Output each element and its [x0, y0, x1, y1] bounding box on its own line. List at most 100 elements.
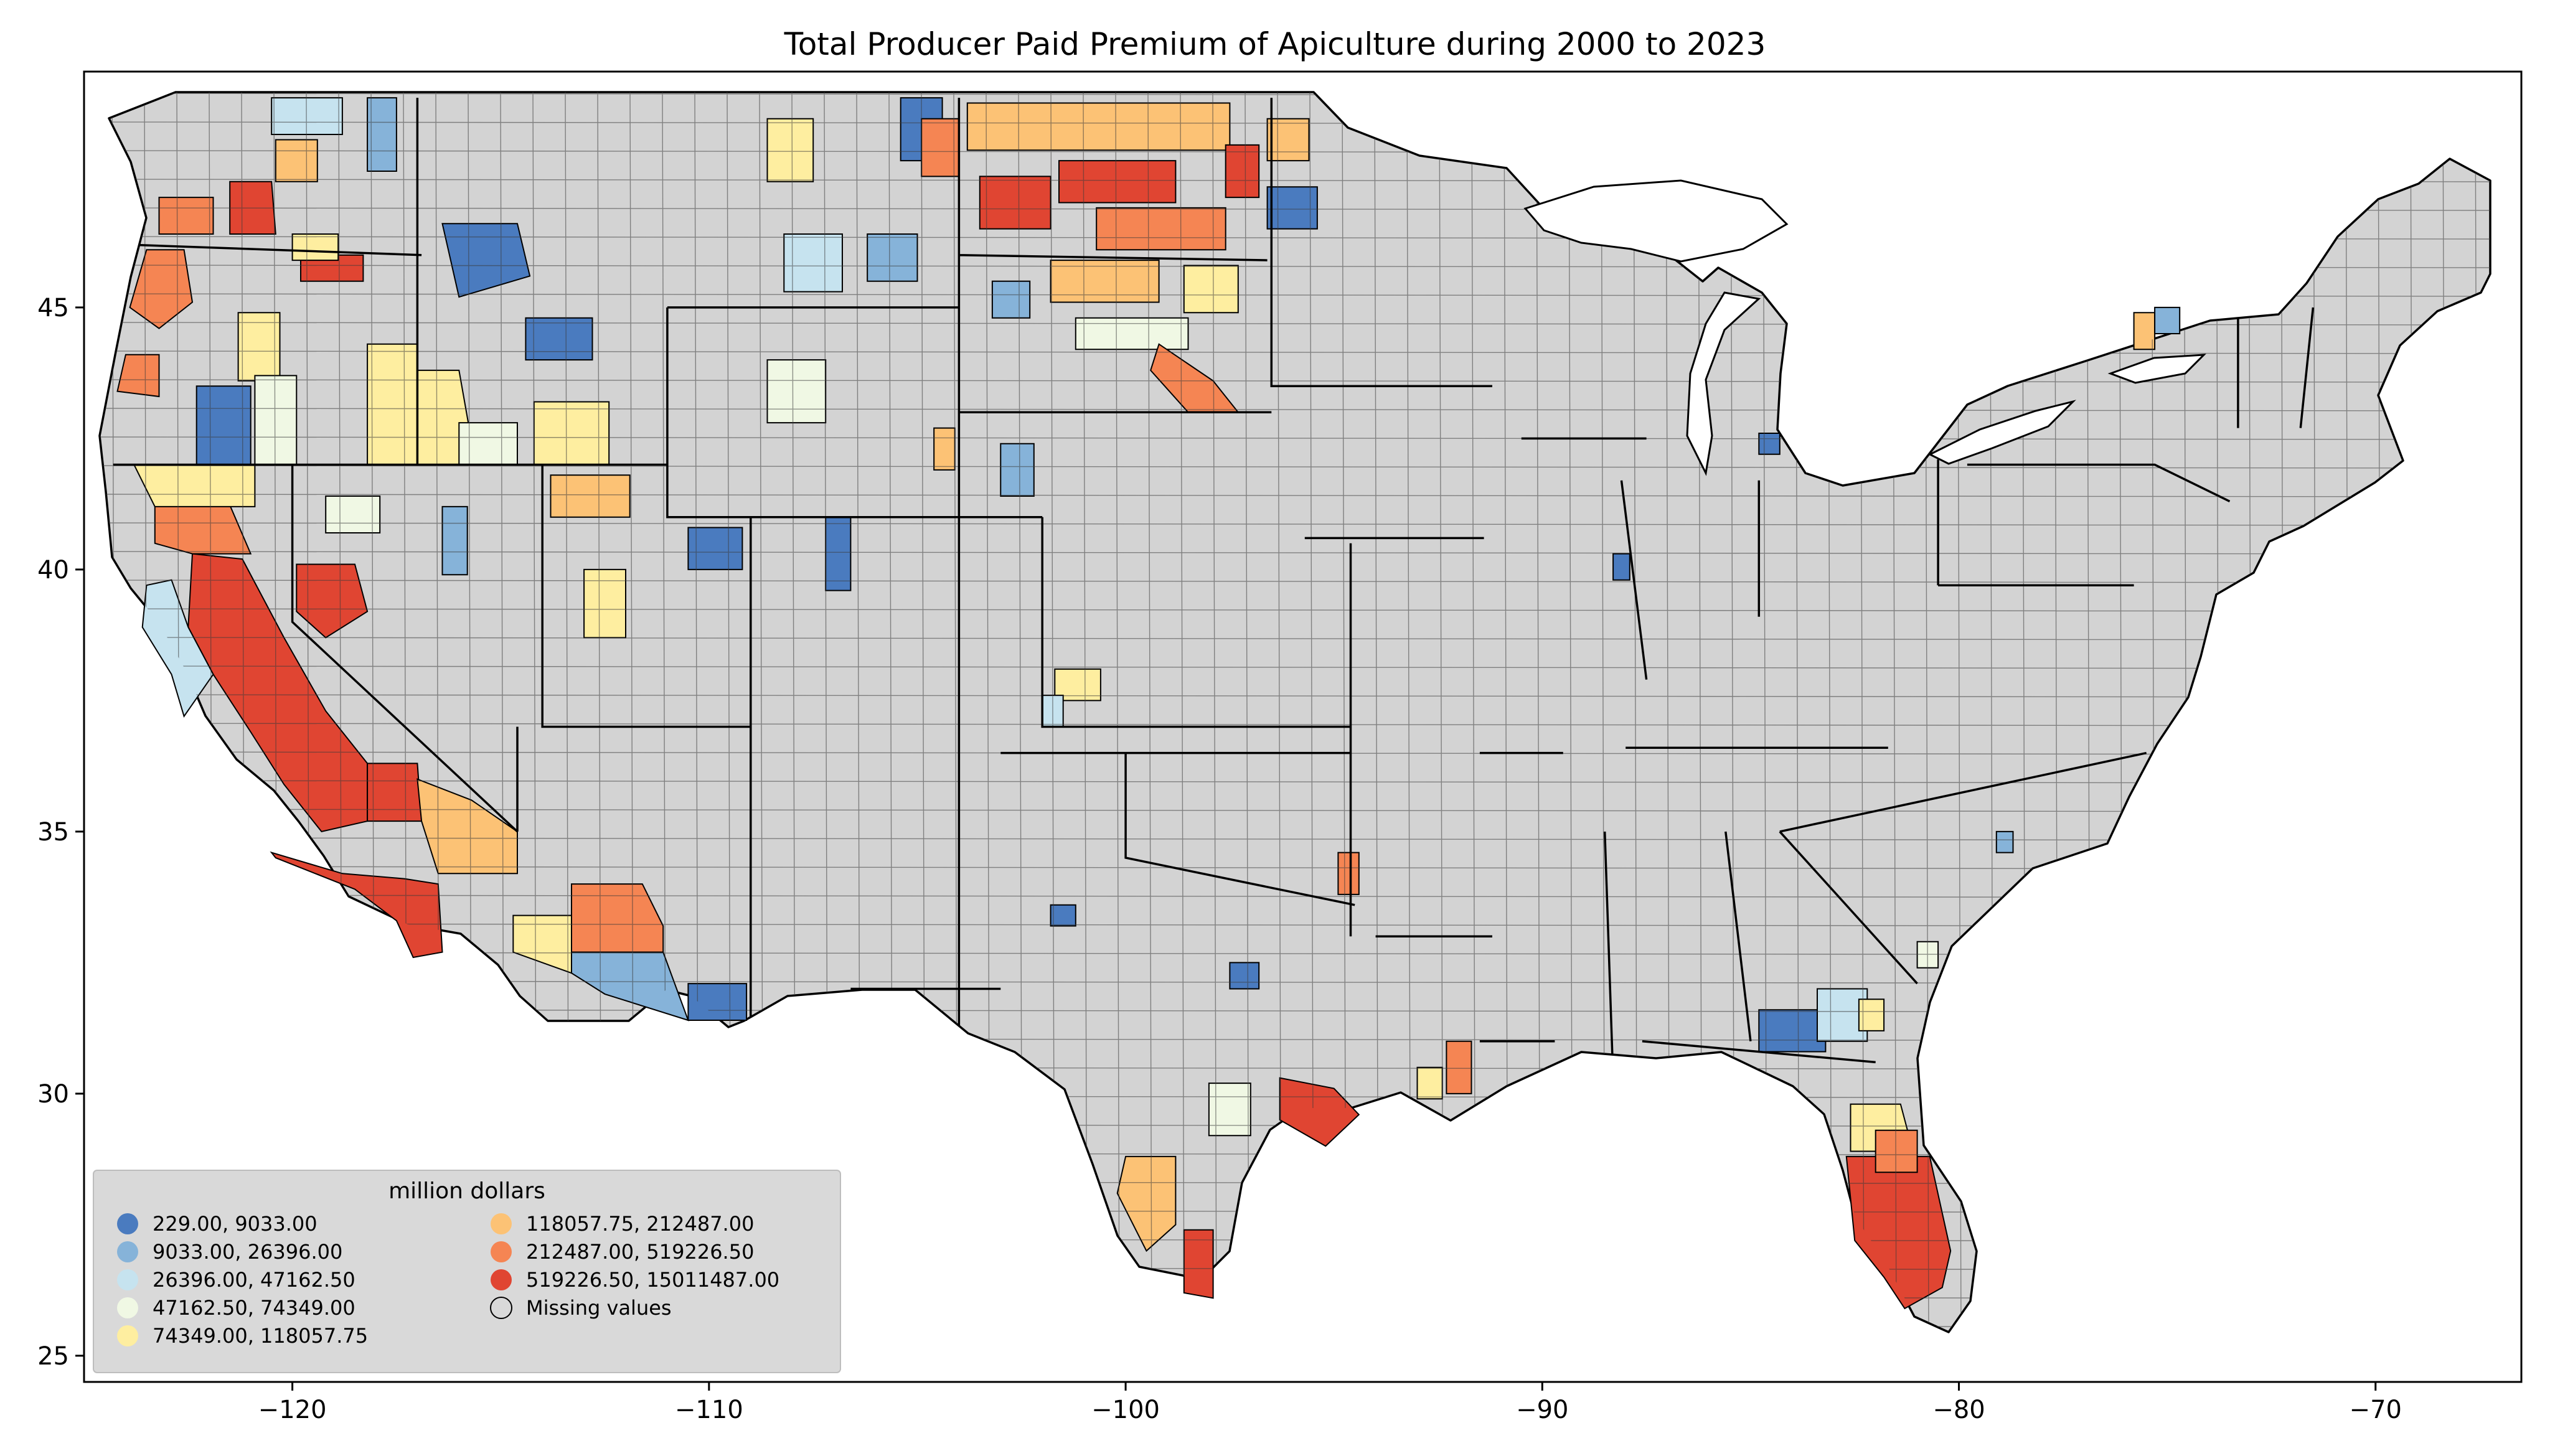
legend-label-4: 74349.00, 118057.75: [153, 1324, 368, 1348]
county-region-7: [296, 563, 369, 639]
county-region-75: [1758, 433, 1781, 455]
county-region-20: [254, 375, 298, 466]
county-region-52: [991, 280, 1031, 319]
county-region-5: [133, 464, 256, 507]
county-region-48: [1050, 260, 1160, 303]
legend-label-2: 26396.00, 47162.50: [153, 1268, 355, 1292]
county-region-73: [2133, 312, 2156, 350]
x-tick-label-5: −70: [2350, 1396, 2402, 1424]
lake-michigan: [1686, 291, 1761, 476]
county-region-69: [1875, 1129, 1918, 1173]
lake-superior: [1523, 179, 1789, 263]
legend-items: 229.00, 9033.00 9033.00, 26396.00 26396.00…: [117, 1212, 779, 1348]
county-region-43: [979, 176, 1052, 230]
county-region-30: [525, 317, 593, 361]
legend-swatch-2: [117, 1269, 138, 1290]
county-region-71: [1817, 988, 1868, 1042]
legend-label-7: 519226.50, 15011487.00: [526, 1268, 779, 1292]
legend-swatch-0: [117, 1213, 138, 1234]
x-tick-label-2: −100: [1091, 1396, 1160, 1424]
legend-swatch-1: [117, 1241, 138, 1262]
county-choropleth-layer: [116, 97, 2181, 1310]
county-region-50: [1075, 317, 1189, 350]
county-region-9: [441, 505, 468, 576]
county-region-35: [867, 233, 918, 282]
county-region-62: [1229, 962, 1260, 990]
chart-title: Total Producer Paid Premium of Apicultur…: [784, 26, 1766, 62]
county-region-70: [1758, 1009, 1827, 1053]
legend-swatch-3: [117, 1297, 138, 1318]
county-region-36: [921, 118, 960, 177]
y-tick-label-3: 40: [37, 556, 69, 585]
legend-swatch-7: [491, 1269, 512, 1290]
county-region-40: [583, 568, 626, 639]
county-region-37: [766, 359, 827, 424]
legend: million dollars 229.00, 9033.00 9033.00, …: [93, 1170, 841, 1373]
county-region-38: [933, 427, 956, 471]
state-lines: [113, 98, 2315, 1078]
county-region-53: [1266, 186, 1318, 230]
y-tick-label-2: 35: [37, 818, 69, 847]
county-region-49: [1183, 265, 1239, 314]
legend-swatch-8: [490, 1297, 512, 1319]
legend-label-0: 229.00, 9033.00: [153, 1212, 318, 1236]
county-region-11: [571, 883, 664, 953]
county-region-25: [271, 97, 343, 135]
lake-erie: [1927, 400, 2076, 465]
county-region-72: [1858, 998, 1885, 1031]
state-boundaries: [113, 98, 2315, 1078]
legend-title: million dollars: [388, 1178, 545, 1204]
county-region-46: [1096, 207, 1226, 251]
legend-box: [93, 1170, 841, 1373]
county-region-26: [367, 97, 397, 172]
legend-label-5: 118057.75, 212487.00: [526, 1212, 754, 1236]
county-region-23: [158, 197, 214, 235]
county-region-34: [783, 233, 843, 293]
legend-swatch-6: [491, 1241, 512, 1262]
county-region-15: [116, 354, 160, 398]
county-region-60: [1279, 1077, 1360, 1147]
county-region-3: [416, 778, 518, 875]
x-tick-label-4: −80: [1932, 1396, 1985, 1424]
county-region-31: [458, 422, 518, 466]
legend-label-1: 9033.00, 26396.00: [153, 1240, 342, 1264]
county-region-24: [291, 233, 339, 261]
county-region-33: [766, 118, 814, 182]
county-region-42: [825, 516, 852, 591]
county-region-44: [1058, 160, 1177, 204]
county-region-16: [300, 254, 364, 282]
county-region-13: [687, 983, 748, 1021]
county-region-77: [1995, 830, 2014, 853]
legend-swatch-4: [117, 1325, 138, 1346]
y-tick-label-0: 25: [37, 1342, 69, 1371]
county-region-54: [1266, 118, 1310, 162]
county-region-74: [2154, 306, 2181, 334]
y-tick-label-4: 45: [37, 294, 69, 322]
legend-label-8: Missing values: [526, 1296, 672, 1320]
county-region-45: [966, 102, 1231, 151]
county-region-61: [1208, 1083, 1251, 1137]
county-region-29: [533, 401, 610, 466]
plot-frame: [83, 70, 2523, 1383]
county-region-64: [1337, 852, 1360, 895]
county-region-47: [1225, 144, 1260, 199]
y-tick-label-1: 30: [37, 1080, 69, 1109]
x-tick-label-1: −110: [675, 1396, 743, 1424]
lake-ontario: [2107, 354, 2206, 384]
county-region-27: [441, 223, 531, 298]
county-region-66: [1416, 1066, 1443, 1100]
axes: −120 −110 −100 −90 −80 −70 25 30 35 40 45: [37, 294, 2402, 1424]
county-region-55: [1000, 443, 1035, 497]
county-region-8: [325, 496, 381, 533]
legend-label-3: 47162.50, 74349.00: [153, 1296, 355, 1320]
legend-label-6: 212487.00, 519226.50: [526, 1240, 754, 1264]
x-tick-label-0: −120: [258, 1396, 327, 1424]
legend-swatch-5: [491, 1213, 512, 1234]
x-tick-label-3: −90: [1516, 1396, 1568, 1424]
county-region-76: [1612, 553, 1630, 581]
county-region-39: [550, 474, 631, 518]
county-region-65: [1446, 1040, 1472, 1094]
county-region-63: [1050, 904, 1076, 927]
county-region-22: [275, 139, 318, 182]
